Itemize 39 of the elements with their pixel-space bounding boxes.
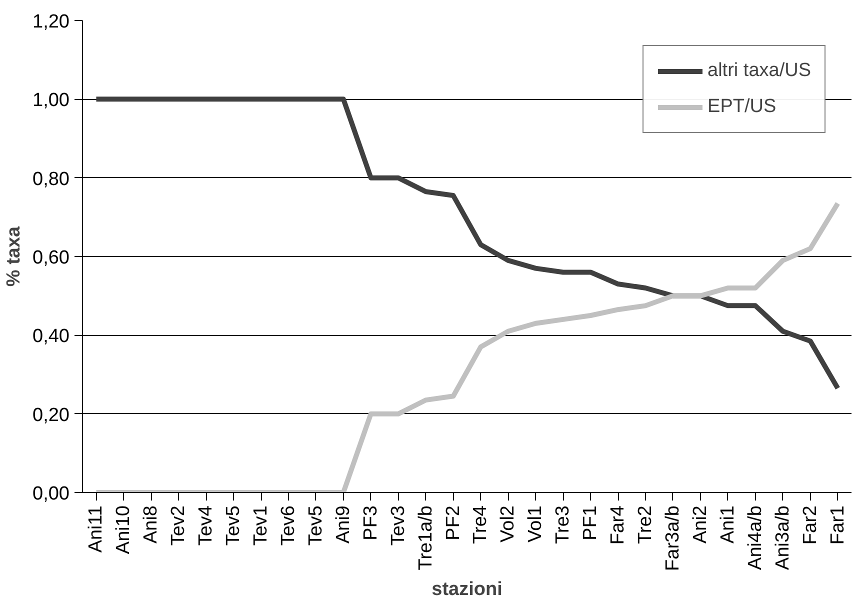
y-axis-title: % taxa <box>4 226 25 287</box>
legend-label: EPT/US <box>708 96 776 118</box>
x-tick-label: Ani2 <box>690 505 711 544</box>
x-tick-label: PF1 <box>580 505 602 540</box>
x-tick-label: Far1 <box>827 505 848 545</box>
x-tick-label: Vol2 <box>498 505 519 542</box>
x-tick-label: Ani1 <box>717 505 738 544</box>
y-tick-label: 1,20 <box>32 12 70 32</box>
y-tick-label: 0,20 <box>32 404 70 426</box>
x-tick-label: Far4 <box>608 505 629 545</box>
x-axis-title: stazioni <box>432 578 502 600</box>
x-tick-label: Ani4a/b <box>744 505 766 570</box>
x-tick-label: Tre3 <box>552 505 574 544</box>
y-tick-label: 1,00 <box>32 90 70 112</box>
x-tick-label: Far2 <box>800 505 821 545</box>
x-tick-label: Tev6 <box>278 505 299 546</box>
x-tick-label: Tev4 <box>196 505 217 546</box>
x-tick-label: Vol1 <box>525 505 546 542</box>
x-tick-label: Tev5 <box>305 505 326 546</box>
y-tick-label: 0,40 <box>32 326 70 348</box>
x-tick-label: Tre4 <box>470 505 492 544</box>
x-tick-label: Tev2 <box>168 505 190 546</box>
x-tick-label: Ani10 <box>113 505 134 554</box>
x-tick-label: PF3 <box>360 505 382 540</box>
x-tick-label: Tre1a/b <box>415 505 436 570</box>
x-tick-label: Tev3 <box>388 505 409 546</box>
x-tick-label: Far3a/b <box>662 505 684 571</box>
x-tick-label: Ani8 <box>140 505 162 544</box>
x-tick-label: Tev5 <box>223 505 244 546</box>
y-tick-label: 0,80 <box>32 168 70 190</box>
x-tick-label: Ani3a/b <box>772 505 794 570</box>
x-tick-label: Ani11 <box>86 505 107 553</box>
y-tick-label: 0,60 <box>32 248 70 268</box>
x-tick-label: PF2 <box>442 505 464 540</box>
legend-label: altri taxa/US <box>708 60 811 82</box>
x-tick-label: Ani9 <box>332 505 354 544</box>
x-tick-label: Tre2 <box>635 505 656 544</box>
y-tick-label: 0,00 <box>32 484 70 504</box>
x-tick-label: Tev1 <box>250 505 272 546</box>
